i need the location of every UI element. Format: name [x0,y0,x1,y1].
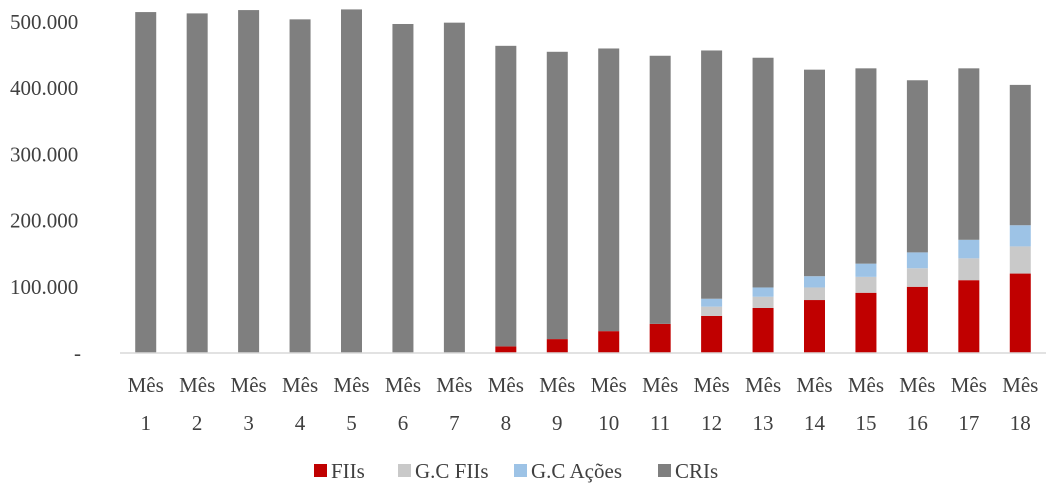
bar-segment [701,315,723,353]
legend-swatch [514,464,527,477]
x-tick-label: 8 [501,411,512,435]
y-tick-label: 400.000 [10,76,78,100]
legend-swatch [398,464,411,477]
x-tick-label: 13 [753,411,774,435]
x-tick-label: Mês [333,373,369,397]
x-tick-label: 3 [243,411,254,435]
bar-segment [495,346,517,353]
y-tick-label: 100.000 [10,275,78,299]
legend-label: G.C Ações [531,459,622,483]
bar-segment [238,10,260,354]
x-tick-label: Mês [128,373,164,397]
x-tick-label: 9 [552,411,563,435]
y-tick-label: 500.000 [10,10,78,34]
x-tick-label: 4 [295,411,306,435]
bar-segment [495,45,517,347]
bar-segment [649,323,671,353]
x-tick-label: Mês [796,373,832,397]
y-tick-label: 300.000 [10,142,78,166]
x-tick-label: Mês [436,373,472,397]
bar-segment [443,22,465,353]
y-tick-label: - [74,341,81,365]
bar-segment [1009,273,1031,353]
x-tick-label: 1 [140,411,151,435]
y-axis-tick-labels: - 100.000 200.000 300.000 400.000 500.000 [10,10,81,365]
bar-segment [135,12,157,353]
x-tick-label: 5 [346,411,357,435]
x-tick-label: Mês [745,373,781,397]
x-tick-label: 6 [398,411,409,435]
bar-segment [1009,84,1031,226]
bar-segment [186,13,208,353]
x-tick-label: Mês [539,373,575,397]
bar-segment [855,263,877,277]
x-tick-label: Mês [231,373,267,397]
x-tick-label: Mês [848,373,884,397]
legend-label: G.C FIIs [415,459,489,483]
bar-segment [752,57,774,288]
bar-segment [855,276,877,293]
x-tick-label: Mês [179,373,215,397]
x-tick-label: Mês [694,373,730,397]
bar-segment [804,276,825,288]
bar-segment [752,296,774,308]
bar-segment [804,287,825,301]
bar-segment [958,68,980,240]
bar-segment [598,48,620,332]
x-tick-label: Mês [385,373,421,397]
legend-label: FIIs [331,459,365,483]
x-tick-label: Mês [488,373,524,397]
x-tick-label: Mês [1002,373,1038,397]
bar-segment [598,331,620,353]
bar-segment [289,19,311,353]
bar-segment [906,80,928,253]
x-tick-label: Mês [591,373,627,397]
bar-segment [546,339,568,353]
x-tick-label: 7 [449,411,460,435]
x-tick-label: 18 [1010,411,1031,435]
legend-label: CRIs [675,459,718,483]
bar-segment [906,286,928,353]
bar-segment [958,239,980,259]
bar-segment [1009,225,1031,247]
x-tick-label: 10 [598,411,619,435]
bar-segment [701,306,723,316]
bar-segment [752,307,774,353]
bar-segment [855,292,877,353]
legend: FIIs G.C FIIs G.C Ações CRIs [314,459,718,483]
bar-segment [1009,246,1031,274]
x-tick-label: Mês [899,373,935,397]
x-tick-label: 16 [907,411,928,435]
legend-swatch [658,464,671,477]
y-tick-label: 200.000 [10,209,78,233]
bar-segment [341,9,362,353]
bar-segment [701,50,723,299]
bar-segment [392,23,414,354]
x-tick-label: Mês [642,373,678,397]
bar-segment [649,55,671,324]
bar-segment [906,268,928,287]
bar-segment [804,300,825,353]
x-tick-label: 11 [650,411,670,435]
x-tick-label: 14 [804,411,826,435]
x-axis-tick-labels: Mês 1 Mês 2 Mês 3 Mês 4 Mês 5 Mês 6 Mês 7 Mês 8 Mês 9 Mês 1… [128,373,1039,435]
x-tick-label: 2 [192,411,203,435]
x-tick-label: 12 [701,411,722,435]
bar-segment [958,258,980,281]
x-tick-label: 15 [855,411,876,435]
bar-segment [701,298,723,307]
legend-swatch [314,464,327,477]
x-tick-label: Mês [951,373,987,397]
bar-segment [804,69,825,277]
x-tick-label: 17 [958,411,979,435]
x-tick-label: Mês [282,373,318,397]
bar-segment [958,280,980,353]
bar-segment [546,51,568,340]
bar-segment [855,68,877,264]
bar-segment [906,252,928,269]
bar-group [135,9,1031,354]
bar-segment [752,287,774,297]
